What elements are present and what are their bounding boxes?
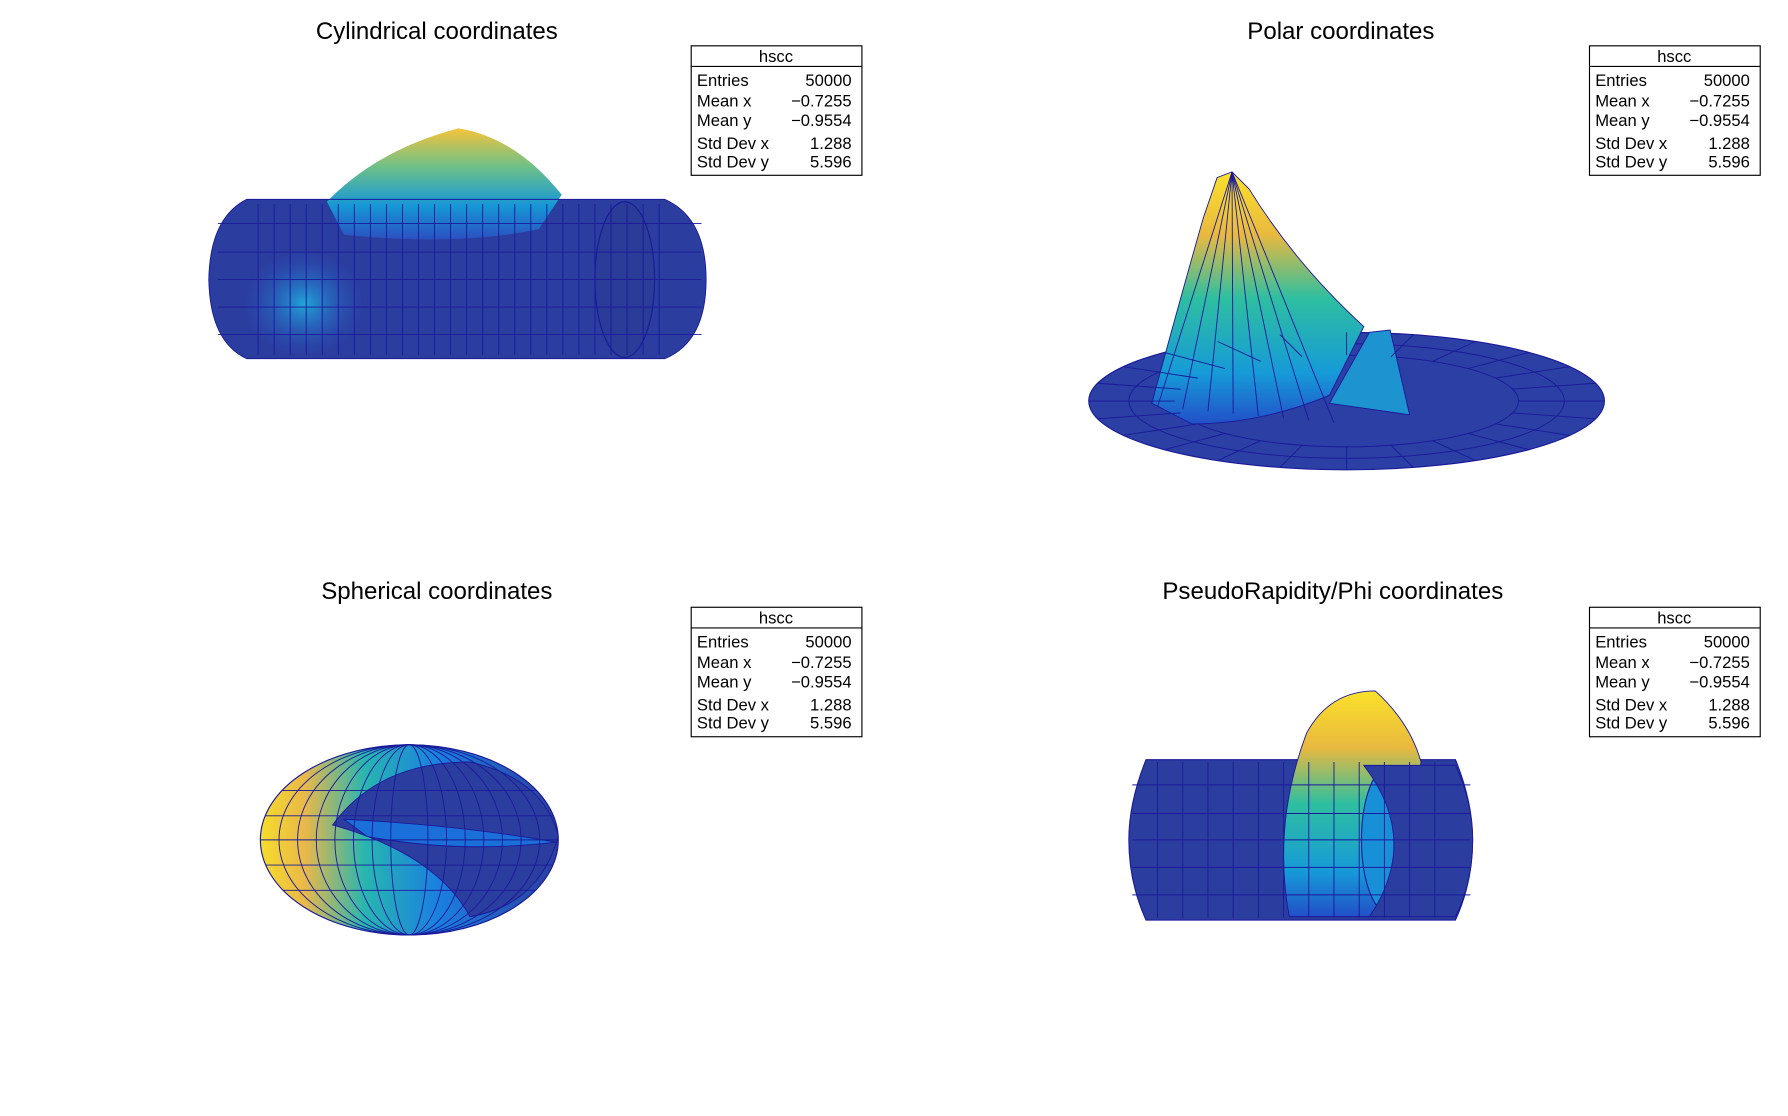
stats-value: −0.9554 — [1689, 672, 1750, 691]
stats-value: −0.9554 — [791, 672, 852, 691]
mesh-line — [1217, 341, 1261, 362]
stats-label: Std Dev y — [697, 714, 770, 733]
pad-cylindrical: Cylindrical coordinates — [208, 18, 707, 360]
stats-label: Std Dev x — [697, 695, 770, 714]
stats-box: hscc Entries 50000 Mean x −0.7255 Mean y −0.95… — [690, 45, 863, 176]
stats-value: 1.288 — [810, 134, 852, 153]
stats-label: Mean x — [697, 653, 752, 672]
mesh-line — [1495, 423, 1570, 436]
mesh-line — [1097, 412, 1181, 420]
stats-value: 5.596 — [810, 152, 852, 171]
stats-label: Std Dev y — [697, 152, 770, 171]
stats-value: 50000 — [1704, 71, 1750, 90]
mesh-lines — [217, 203, 702, 356]
stats-value: 1.288 — [810, 695, 852, 714]
stats-label: Entries — [697, 632, 749, 651]
pad-spherical: Spherical coordinates — [259, 578, 559, 936]
stats-label: Std Dev x — [697, 134, 770, 153]
surface-outline — [208, 198, 707, 360]
mesh-line — [1207, 171, 1233, 412]
stats-histogram-name: hscc — [759, 47, 793, 66]
mesh-line — [1390, 334, 1414, 358]
mesh-line — [1432, 341, 1476, 362]
stats-label: Std Dev x — [1595, 134, 1668, 153]
mesh-lines — [1088, 171, 1605, 470]
mesh-line — [1097, 382, 1181, 390]
stats-value: 1.288 — [1708, 134, 1750, 153]
pad-polar: Polar coordinates — [1088, 18, 1605, 471]
stats-label: Mean y — [1595, 111, 1650, 130]
mesh-line — [1164, 351, 1226, 370]
stats-label: Mean x — [1595, 653, 1650, 672]
mesh-line — [1231, 171, 1310, 421]
plot-title: Spherical coordinates — [321, 578, 552, 605]
mesh-line — [1467, 351, 1529, 370]
stats-histogram-name: hscc — [1657, 47, 1691, 66]
stats-value: 50000 — [1704, 632, 1750, 651]
mesh-line — [1467, 432, 1529, 451]
stats-value: 50000 — [805, 71, 851, 90]
surface-sphere — [259, 744, 559, 936]
surface-polar — [1088, 171, 1605, 471]
stats-label: Mean y — [697, 111, 752, 130]
stats-label: Std Dev x — [1595, 695, 1668, 714]
stats-label: Mean y — [1595, 672, 1650, 691]
mesh-line — [1512, 382, 1596, 390]
mesh-line — [1157, 171, 1233, 407]
stats-label: Std Dev y — [1595, 714, 1668, 733]
stats-value: −0.7255 — [1689, 653, 1750, 672]
mesh-line — [1231, 171, 1259, 416]
surface-cylinder — [208, 128, 707, 360]
mesh-line — [1217, 440, 1261, 461]
mesh-line — [1512, 412, 1596, 420]
stats-label: Entries — [1595, 71, 1647, 90]
stats-value: 5.596 — [1708, 152, 1750, 171]
stats-box: hscc Entries 50000 Mean x −0.7255 Mean y −0.95… — [1588, 45, 1761, 176]
stats-value: −0.9554 — [1689, 111, 1750, 130]
mesh-line — [1231, 171, 1335, 423]
mesh-line — [1495, 366, 1570, 379]
stats-label: Mean x — [697, 92, 752, 111]
stats-box: hscc Entries 50000 Mean x −0.7255 Mean y −0.95… — [690, 606, 863, 738]
mesh-line — [1123, 423, 1198, 436]
mesh-line — [1123, 366, 1198, 379]
stats-box-frame — [1588, 606, 1761, 738]
plot-title: Cylindrical coordinates — [316, 18, 558, 45]
mesh-line — [1164, 432, 1226, 451]
stats-label: Std Dev y — [1595, 152, 1668, 171]
stats-histogram-name: hscc — [1657, 608, 1691, 627]
mesh-line — [1390, 444, 1414, 468]
mesh-line — [1432, 440, 1476, 461]
stats-value: −0.9554 — [791, 111, 852, 130]
stats-label: Entries — [1595, 632, 1647, 651]
stats-box-frame — [1588, 45, 1761, 176]
stats-label: Mean y — [697, 672, 752, 691]
stats-histogram-name: hscc — [759, 608, 793, 627]
stats-label: Mean x — [1595, 92, 1650, 111]
stats-value: 1.288 — [1708, 695, 1750, 714]
stats-label: Entries — [697, 71, 749, 90]
pad-pseudorapidity: PseudoRapidity/Phi coordinates — [1128, 578, 1503, 921]
mesh-line — [1279, 444, 1303, 468]
mesh-line — [1231, 171, 1285, 419]
stats-box-frame — [690, 45, 863, 176]
mesh-lines — [260, 744, 559, 936]
plot-title: Polar coordinates — [1247, 18, 1434, 45]
mesh-line — [1231, 171, 1234, 414]
stats-box: hscc Entries 50000 Mean x −0.7255 Mean y −0.95… — [1588, 606, 1761, 738]
mesh-lines — [1132, 761, 1471, 918]
stats-value: 50000 — [805, 632, 851, 651]
stats-value: −0.7255 — [1689, 92, 1750, 111]
stats-box-frame — [690, 606, 863, 738]
mesh-line — [1182, 171, 1233, 410]
stats-value: −0.7255 — [791, 653, 852, 672]
stats-value: 5.596 — [810, 714, 852, 733]
plot-title: PseudoRapidity/Phi coordinates — [1162, 578, 1503, 605]
surface-pseudorapidity — [1128, 690, 1474, 921]
stats-value: 5.596 — [1708, 714, 1750, 733]
stats-value: −0.7255 — [791, 92, 852, 111]
